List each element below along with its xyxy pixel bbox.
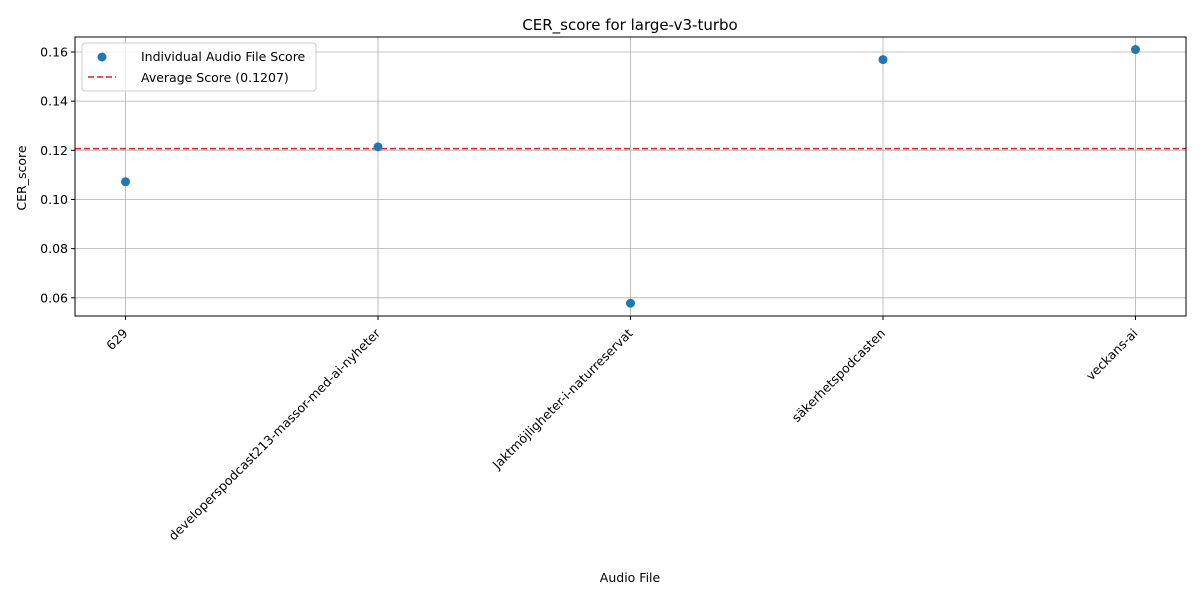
y-tick-label: 0.12 bbox=[40, 143, 68, 158]
legend-series-label: Individual Audio File Score bbox=[141, 49, 306, 64]
y-tick-label: 0.10 bbox=[40, 192, 68, 207]
data-point bbox=[626, 298, 635, 308]
data-point bbox=[121, 177, 130, 187]
data-point bbox=[878, 55, 888, 65]
legend-box bbox=[81, 42, 317, 92]
data-point bbox=[373, 142, 383, 152]
x-axis-label: Audio File bbox=[600, 570, 661, 585]
chart-title: CER_score for large-v3-turbo bbox=[522, 16, 737, 35]
legend-point-marker bbox=[97, 52, 107, 62]
y-axis-label: CER_score bbox=[14, 145, 29, 210]
y-tick-label: 0.16 bbox=[40, 44, 68, 59]
legend-average-label: Average Score (0.1207) bbox=[141, 70, 289, 85]
points-group bbox=[121, 45, 1140, 308]
y-tick-label: 0.08 bbox=[40, 241, 68, 256]
y-tick-label: 0.06 bbox=[40, 290, 68, 305]
legend: Individual Audio File Score Average Scor… bbox=[81, 42, 317, 92]
data-point bbox=[1131, 45, 1140, 55]
y-tick-label: 0.14 bbox=[40, 94, 68, 109]
